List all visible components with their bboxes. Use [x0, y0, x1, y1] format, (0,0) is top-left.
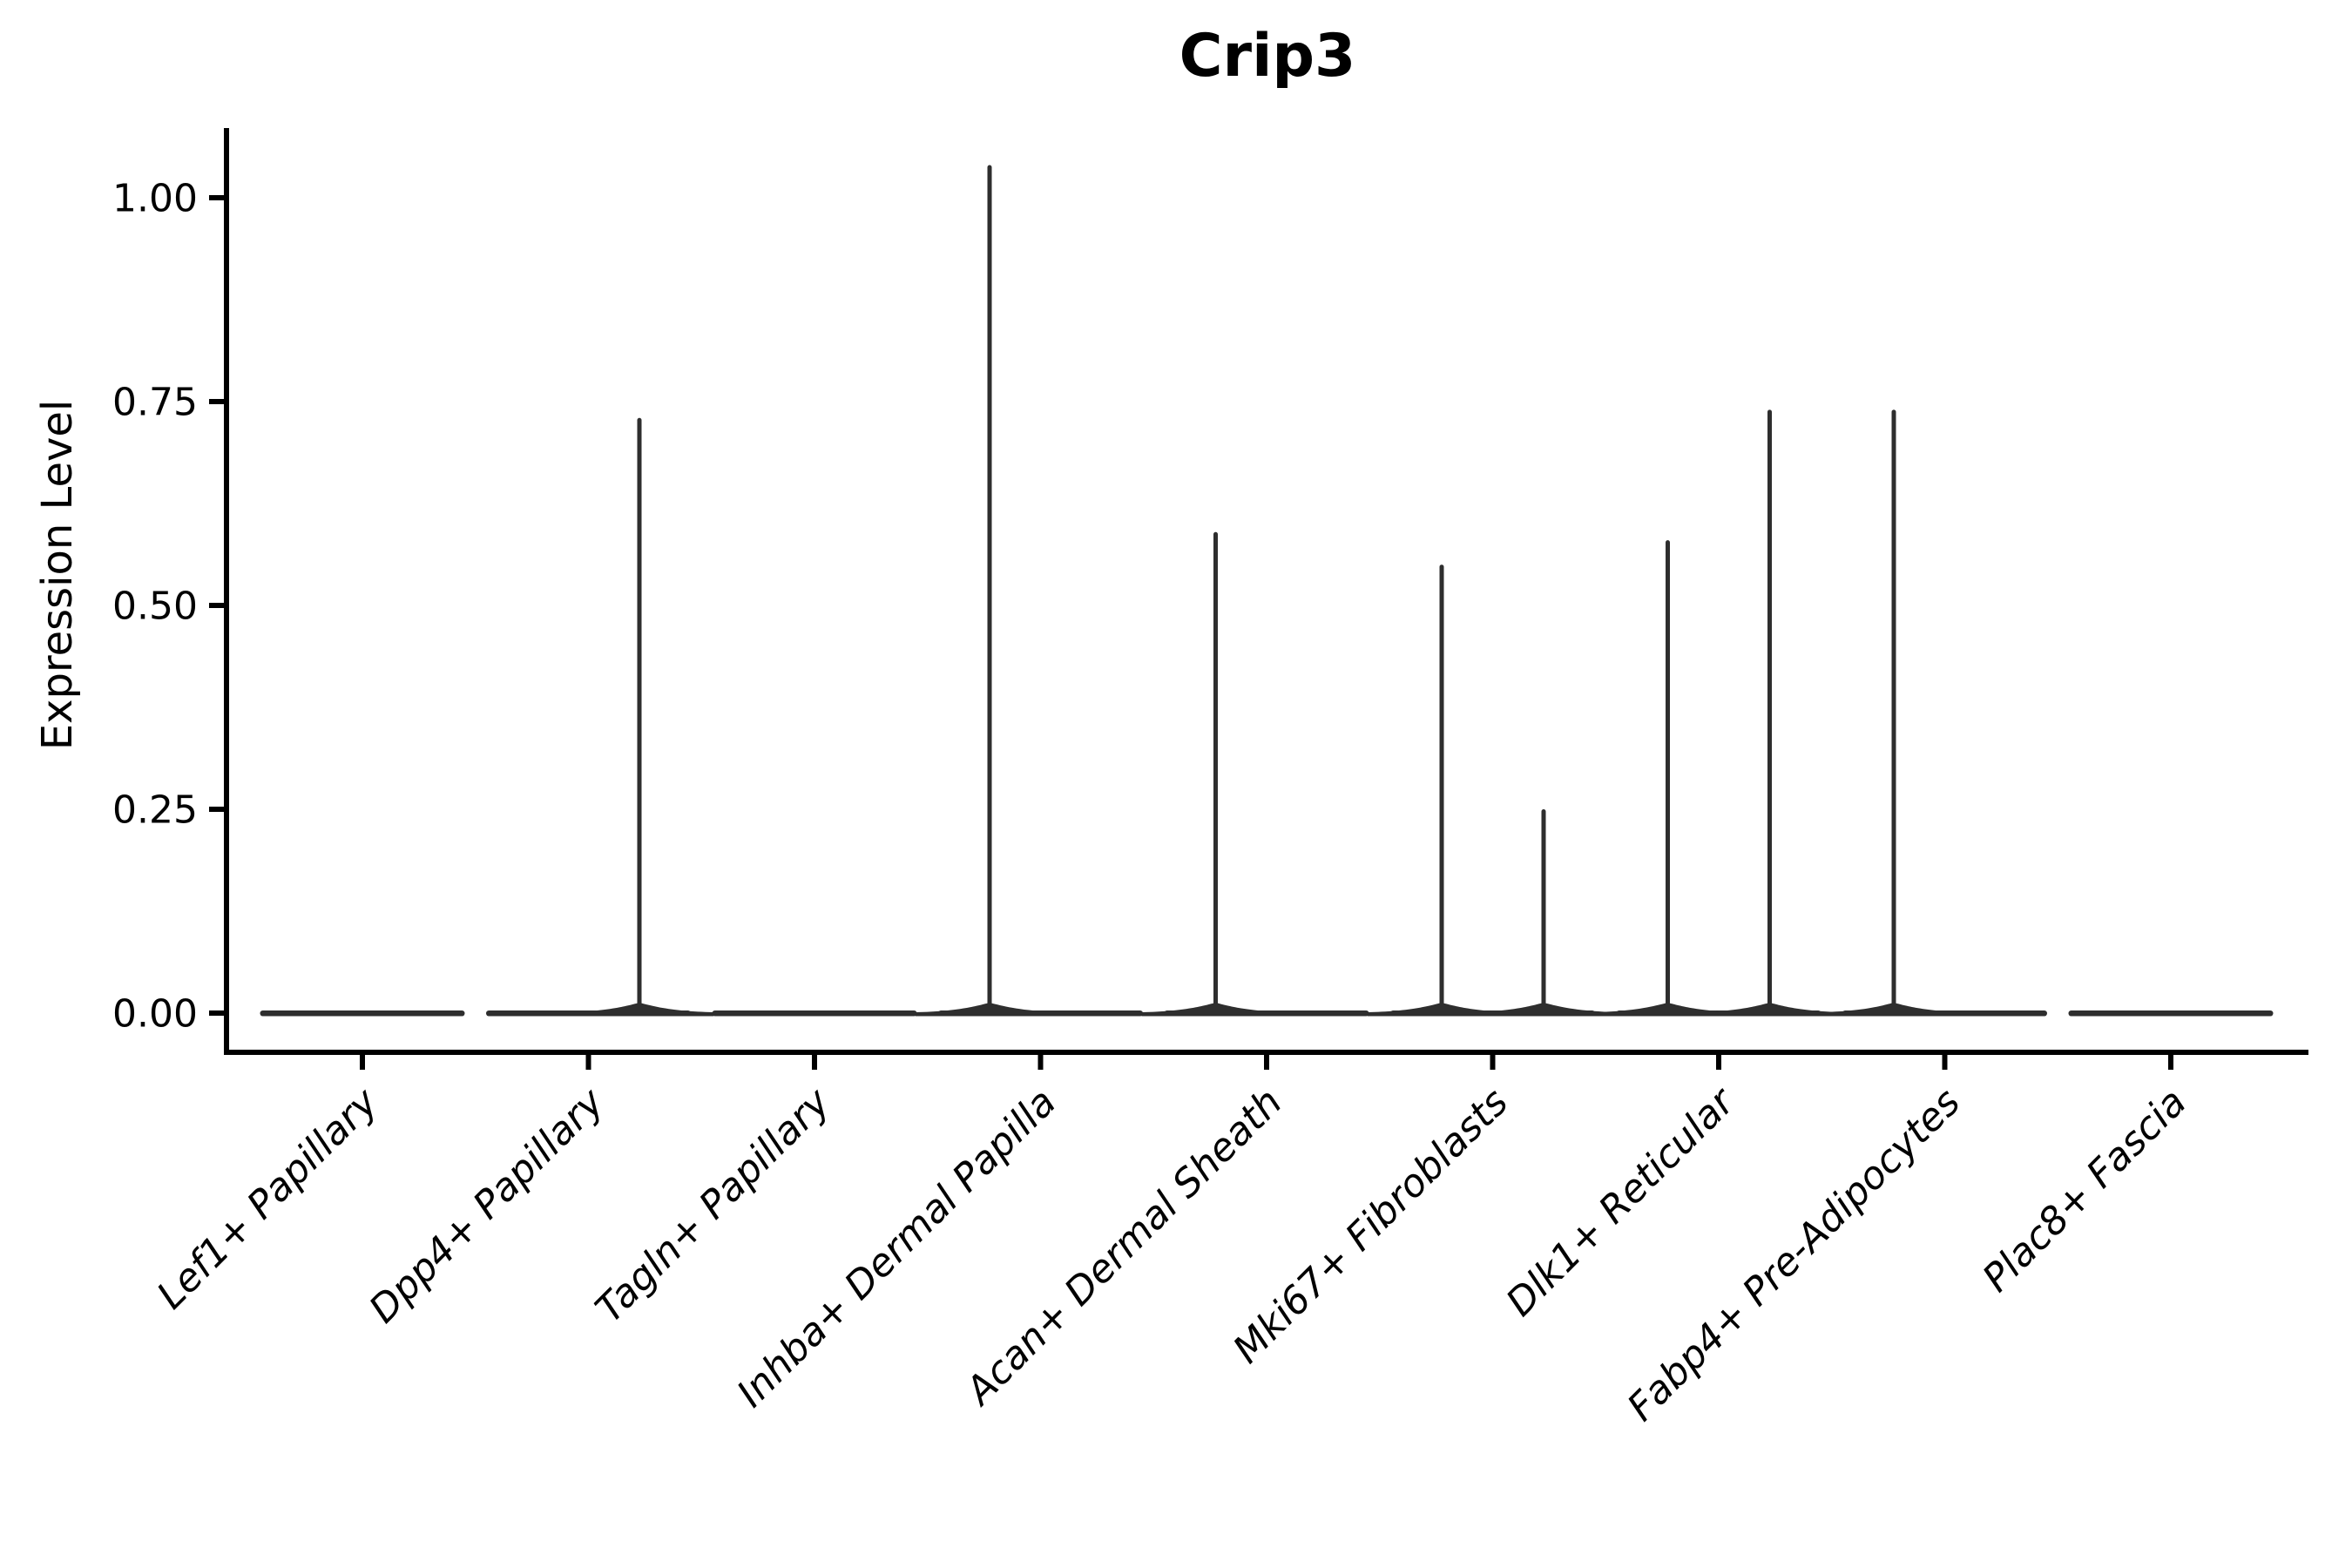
y-tick-label: 1.00: [112, 177, 198, 221]
x-tick: [585, 1055, 591, 1070]
y-tick: [209, 1010, 224, 1016]
chart-title: Crip3: [1179, 22, 1356, 91]
y-tick: [209, 807, 224, 812]
y-tick-label: 0.50: [112, 585, 198, 629]
x-tick: [1037, 1055, 1044, 1070]
y-tick: [209, 603, 224, 608]
x-tick: [1716, 1055, 1721, 1070]
violin-baseline-body: [712, 1010, 917, 1017]
violins-layer: [260, 165, 2274, 1017]
x-category-label: Lef1+ Papillary: [149, 1079, 388, 1318]
x-category-label: Tagln+ Papillary: [587, 1079, 839, 1331]
y-tick-label: 0.75: [112, 381, 198, 425]
y-tick-label: 0.00: [112, 992, 198, 1037]
x-tick: [1490, 1055, 1496, 1070]
x-category-label: Plac8+ Fascia: [1974, 1080, 2194, 1301]
x-tick: [360, 1055, 365, 1070]
x-tick: [2168, 1055, 2173, 1070]
x-category-label: Dlk1+ Reticular: [1497, 1078, 1744, 1325]
violin-baseline-body: [2068, 1010, 2274, 1017]
y-axis-spine: [224, 128, 229, 1055]
violin-baseline-body: [260, 1010, 465, 1017]
y-tick: [209, 399, 224, 404]
axis-labels-layer: 0.00 0.25 0.50 0.75 1.00 Lef1+ PapillaryDpp4+…: [112, 177, 2195, 1430]
axes-layer: [209, 128, 2308, 1070]
y-tick: [209, 195, 224, 200]
x-tick: [812, 1055, 817, 1070]
x-category-label: Dpp4+ Papillary: [361, 1079, 613, 1332]
x-tick: [1942, 1055, 1948, 1070]
x-tick: [1264, 1055, 1269, 1070]
y-tick-label: 0.25: [112, 788, 198, 833]
x-axis-spine: [224, 1050, 2308, 1055]
